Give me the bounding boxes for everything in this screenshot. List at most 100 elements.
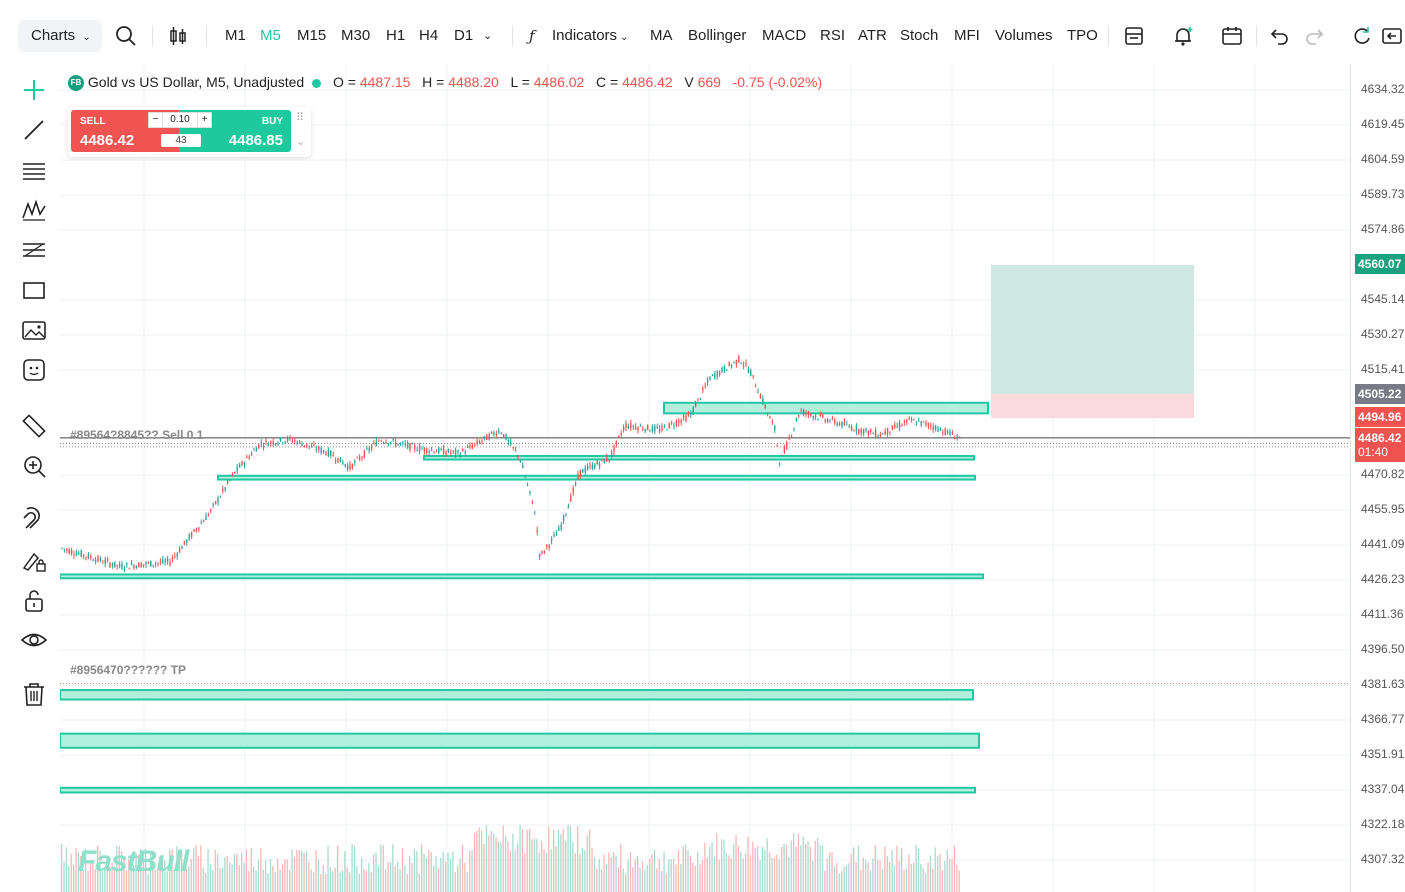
- price-axis[interactable]: 4560.07 4505.22 4494.96 4486.42 01:40 46…: [1350, 64, 1405, 892]
- refresh-icon[interactable]: [1350, 24, 1374, 48]
- indicator-volumes[interactable]: Volumes: [995, 27, 1053, 44]
- indicator-macd[interactable]: MACD: [762, 27, 807, 44]
- volume-bar: [70, 853, 72, 892]
- timeframe-h1[interactable]: H1: [386, 27, 406, 44]
- eye-icon[interactable]: [20, 626, 48, 654]
- volume-value: 669: [697, 74, 721, 90]
- indicator-tpo[interactable]: TPO: [1067, 27, 1098, 44]
- chevron-down-icon[interactable]: ⌄: [296, 136, 306, 148]
- layout-icon[interactable]: [1122, 24, 1146, 48]
- volume-bar: [495, 837, 497, 892]
- volume-bar: [457, 865, 459, 892]
- volume-bar: [452, 851, 454, 892]
- volume-bar: [881, 868, 884, 892]
- crosshair-icon[interactable]: [20, 76, 48, 104]
- pattern-icon[interactable]: [20, 196, 48, 224]
- fastbull-logo-icon: FB: [68, 75, 84, 92]
- volume-bar: [785, 844, 788, 892]
- volume-bar: [932, 868, 934, 892]
- decrease-quantity-button[interactable]: −: [149, 113, 163, 127]
- candle-body: [577, 474, 579, 479]
- price-zone: [423, 454, 975, 461]
- indicator-ma[interactable]: MA: [650, 27, 673, 44]
- take-profit-zone: [991, 264, 1194, 395]
- trend-line-icon[interactable]: [20, 116, 48, 144]
- ruler-icon[interactable]: [20, 412, 48, 440]
- volume-bar: [339, 872, 341, 892]
- timeframe-m15[interactable]: M15: [297, 27, 327, 44]
- candle-body: [594, 464, 596, 468]
- indicator-mfi[interactable]: MFI: [954, 27, 980, 44]
- indicators-button[interactable]: Indicators ⌄: [552, 22, 628, 50]
- indicator-stoch[interactable]: Stoch: [900, 27, 939, 44]
- image-icon[interactable]: [20, 316, 48, 344]
- charts-menu-button[interactable]: Charts ⌄: [18, 20, 102, 52]
- volume-bar: [205, 872, 207, 892]
- volume-bar: [305, 851, 308, 892]
- rectangle-icon[interactable]: [20, 276, 48, 304]
- calendar-icon[interactable]: [1220, 24, 1244, 48]
- volume-bar: [795, 846, 797, 892]
- candle-body: [529, 491, 531, 494]
- brush-lock-icon[interactable]: [20, 546, 48, 574]
- timeframe-m1[interactable]: M1: [225, 27, 246, 44]
- horizontal-lines-icon[interactable]: [20, 156, 48, 184]
- exit-fullscreen-icon[interactable]: [1380, 24, 1404, 48]
- indicator-atr[interactable]: ATR: [858, 27, 887, 44]
- volume-bar: [217, 854, 219, 892]
- candlestick-icon[interactable]: [166, 24, 190, 48]
- timeframe-h4[interactable]: H4: [419, 27, 439, 44]
- symbol-title[interactable]: Gold vs US Dollar, M5, Unadjusted: [87, 74, 305, 90]
- drag-handle-icon[interactable]: ⠿: [296, 112, 305, 124]
- volume-bar: [500, 842, 502, 892]
- search-icon[interactable]: [114, 24, 138, 48]
- zoom-in-icon[interactable]: [20, 452, 48, 480]
- candle-body: [342, 461, 344, 465]
- emoji-sticker-icon[interactable]: [20, 356, 48, 384]
- volume-bar: [483, 843, 485, 892]
- timeframe-m5[interactable]: M5: [260, 27, 281, 44]
- volume-bar: [89, 862, 92, 892]
- unlock-icon[interactable]: [20, 586, 48, 614]
- magnet-icon[interactable]: [20, 506, 48, 534]
- candle-body: [673, 425, 675, 427]
- trash-icon[interactable]: [20, 680, 48, 708]
- tp-order-label[interactable]: #8956470?????? TP: [70, 663, 187, 677]
- candle-body: [349, 464, 351, 469]
- candle-body: [289, 436, 291, 439]
- candle-body: [339, 457, 342, 463]
- candle-body: [188, 535, 190, 540]
- timeframe-more-chevron-icon[interactable]: ⌄: [483, 30, 493, 42]
- candle-body: [670, 422, 673, 424]
- price-tick: 4411.36: [1361, 607, 1404, 622]
- volume-bar: [140, 849, 142, 892]
- candle-body: [399, 442, 402, 444]
- candle-body: [243, 462, 246, 465]
- indicator-rsi[interactable]: RSI: [820, 27, 846, 44]
- fibonacci-icon[interactable]: [20, 236, 48, 264]
- candle-body: [116, 564, 118, 566]
- price-tick: 4366.77: [1361, 712, 1405, 727]
- volume-bar: [207, 849, 209, 892]
- undo-icon[interactable]: [1268, 24, 1292, 48]
- price-tick: 4545.14: [1361, 292, 1405, 306]
- volume-bar: [603, 854, 605, 892]
- candle-body: [872, 433, 874, 435]
- redo-icon[interactable]: [1302, 24, 1326, 48]
- candle-body: [692, 407, 694, 413]
- candle-body: [363, 450, 366, 458]
- quantity-value[interactable]: 0.10: [170, 114, 190, 125]
- timeframe-m30[interactable]: M30: [341, 27, 371, 44]
- candle-body: [162, 559, 164, 563]
- indicator-bollinger[interactable]: Bollinger: [688, 27, 747, 44]
- candle-body: [526, 484, 529, 486]
- quantity-stepper[interactable]: − 0.10 +: [148, 112, 212, 128]
- volume-bar: [121, 851, 123, 892]
- candle-body: [435, 451, 438, 453]
- alert-bell-icon[interactable]: [1171, 24, 1195, 48]
- price-chart[interactable]: [60, 64, 1350, 892]
- increase-quantity-button[interactable]: +: [197, 113, 211, 127]
- volume-bar: [202, 868, 204, 892]
- sell-order-label[interactable]: #89564?8845?? Sell 0.1: [70, 428, 204, 442]
- timeframe-d1[interactable]: D1: [454, 27, 474, 44]
